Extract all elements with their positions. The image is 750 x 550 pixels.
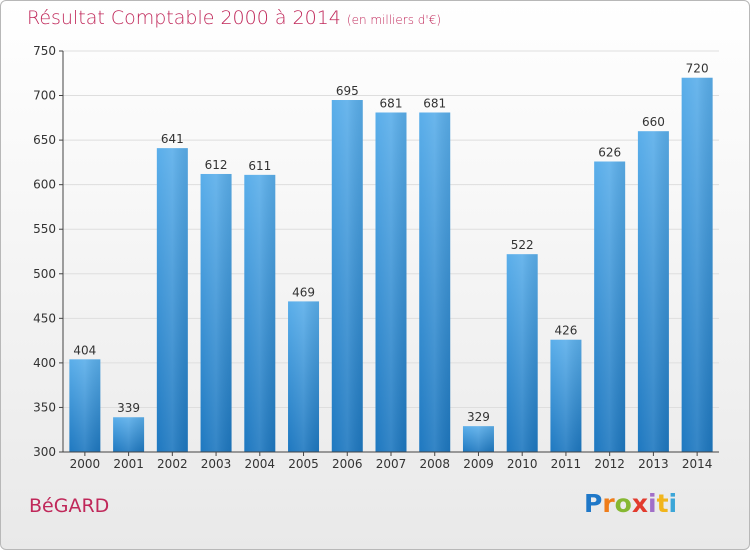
x-tick-label: 2010: [507, 457, 538, 471]
data-label: 681: [423, 96, 446, 110]
bar-shine: [331, 100, 363, 452]
bar-shine: [681, 77, 713, 452]
x-tick-label: 2008: [419, 457, 450, 471]
bar-shine: [637, 131, 669, 452]
x-tick-label: 2004: [245, 457, 276, 471]
bar-shine: [594, 161, 626, 452]
bar-shine: [69, 359, 101, 452]
data-labels: 404 339 641 612 611 469 695 681 681 329 522 426 626 6…: [73, 62, 708, 424]
y-tick-label: 600: [33, 178, 56, 192]
y-tick-label: 300: [33, 445, 56, 459]
bar-shine: [200, 173, 232, 452]
y-tick-label: 350: [33, 400, 56, 414]
y-tick-label: 750: [33, 44, 56, 58]
x-tick-label: 2005: [288, 457, 319, 471]
x-tick-label: 2012: [594, 457, 625, 471]
bar-shine: [156, 148, 188, 452]
data-label: 611: [248, 159, 271, 173]
logo-letter: i: [668, 489, 678, 518]
bars: [69, 77, 713, 452]
data-label: 404: [73, 343, 96, 357]
commune-name: BéGARD: [29, 495, 110, 517]
bar-shine: [113, 417, 145, 452]
x-tick-label: 2003: [201, 457, 232, 471]
data-label: 329: [467, 410, 490, 424]
logo-letter: x: [631, 489, 648, 518]
y-tick-label: 650: [33, 133, 56, 147]
bar-shine: [288, 301, 320, 452]
bar-shine: [506, 254, 538, 452]
logo-letter: P: [584, 489, 603, 518]
y-tick-label: 500: [33, 267, 56, 281]
data-label: 469: [292, 285, 315, 299]
logo-letter: o: [614, 489, 632, 518]
data-label: 641: [161, 132, 184, 146]
x-tick-label: 2000: [70, 457, 101, 471]
data-label: 426: [554, 324, 577, 338]
chart-title-text: Résultat Comptable 2000 à 2014: [27, 7, 341, 29]
logo-letter: r: [602, 489, 615, 518]
data-label: 695: [336, 84, 359, 98]
chart-title: Résultat Comptable 2000 à 2014 (en millie…: [27, 7, 441, 29]
data-label: 339: [117, 401, 140, 415]
logo-letter: i: [648, 489, 657, 518]
bar-shine: [462, 426, 494, 452]
x-tick-label: 2014: [682, 457, 713, 471]
axes: 300 350 400 450 500 550 600 650 700 750 2000 2001 20…: [33, 44, 719, 471]
logo-letter: t: [656, 489, 669, 518]
x-tick-label: 2011: [551, 457, 582, 471]
y-tick-label: 450: [33, 311, 56, 325]
proxiti-logo: Proxiti: [584, 489, 677, 518]
x-tick-label: 2007: [376, 457, 407, 471]
bar-shine: [244, 174, 276, 452]
x-tick-label: 2001: [113, 457, 144, 471]
x-tick-label: 2013: [638, 457, 669, 471]
y-tick-label: 550: [33, 222, 56, 236]
bar-shine: [419, 112, 451, 452]
data-label: 522: [511, 238, 534, 252]
y-tick-label: 700: [33, 89, 56, 103]
bar-shine: [550, 339, 582, 452]
x-tick-label: 2002: [157, 457, 188, 471]
data-label: 626: [598, 145, 621, 159]
y-tick-label: 400: [33, 356, 56, 370]
x-tick-label: 2009: [463, 457, 494, 471]
data-label: 681: [380, 96, 403, 110]
x-tick-label: 2006: [332, 457, 363, 471]
data-label: 720: [686, 62, 709, 76]
bar-shine: [375, 112, 407, 452]
data-label: 612: [205, 158, 228, 172]
data-label: 660: [642, 115, 665, 129]
chart-unit: (en milliers d'€): [346, 13, 442, 27]
